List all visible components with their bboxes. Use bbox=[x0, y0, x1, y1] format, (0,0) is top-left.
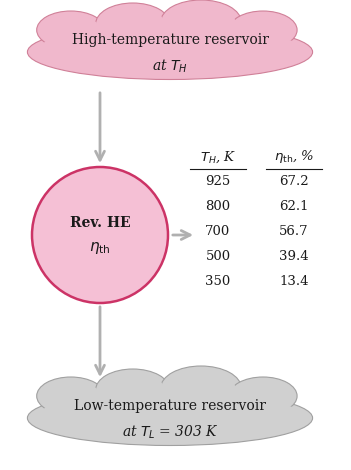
Text: 925: 925 bbox=[205, 175, 231, 188]
Ellipse shape bbox=[229, 11, 297, 49]
Ellipse shape bbox=[234, 14, 292, 46]
Ellipse shape bbox=[37, 11, 105, 49]
Ellipse shape bbox=[167, 369, 235, 407]
Ellipse shape bbox=[161, 0, 241, 44]
Ellipse shape bbox=[161, 366, 241, 410]
Ellipse shape bbox=[37, 377, 105, 415]
Text: 67.2: 67.2 bbox=[279, 175, 309, 188]
Text: $\eta_{\mathrm{th}}$: $\eta_{\mathrm{th}}$ bbox=[89, 240, 111, 256]
Ellipse shape bbox=[101, 372, 164, 408]
Text: 700: 700 bbox=[205, 225, 231, 238]
Ellipse shape bbox=[167, 3, 235, 41]
Text: 800: 800 bbox=[205, 200, 231, 213]
Ellipse shape bbox=[229, 377, 297, 415]
Text: $\eta_{\mathrm{th}}$, %: $\eta_{\mathrm{th}}$, % bbox=[274, 148, 314, 165]
Text: 56.7: 56.7 bbox=[279, 225, 309, 238]
Text: Low-temperature reservoir: Low-temperature reservoir bbox=[74, 399, 266, 413]
Ellipse shape bbox=[34, 393, 306, 443]
Text: $T_H$, K: $T_H$, K bbox=[200, 149, 236, 165]
Text: 62.1: 62.1 bbox=[279, 200, 309, 213]
Ellipse shape bbox=[27, 24, 313, 79]
Ellipse shape bbox=[34, 27, 306, 77]
Text: 350: 350 bbox=[205, 275, 231, 288]
Ellipse shape bbox=[95, 3, 170, 45]
Ellipse shape bbox=[95, 369, 170, 411]
Text: 500: 500 bbox=[205, 250, 231, 263]
Ellipse shape bbox=[27, 391, 313, 446]
Ellipse shape bbox=[42, 14, 100, 46]
Text: at $T_L$ = 303 K: at $T_L$ = 303 K bbox=[121, 423, 218, 441]
Circle shape bbox=[32, 167, 168, 303]
Text: 39.4: 39.4 bbox=[279, 250, 309, 263]
Text: at $T_H$: at $T_H$ bbox=[152, 57, 188, 75]
Ellipse shape bbox=[234, 380, 292, 412]
Ellipse shape bbox=[42, 380, 100, 412]
Text: Rev. HE: Rev. HE bbox=[70, 216, 130, 230]
Text: High-temperature reservoir: High-temperature reservoir bbox=[72, 33, 269, 47]
Ellipse shape bbox=[101, 6, 164, 42]
Text: 13.4: 13.4 bbox=[279, 275, 309, 288]
